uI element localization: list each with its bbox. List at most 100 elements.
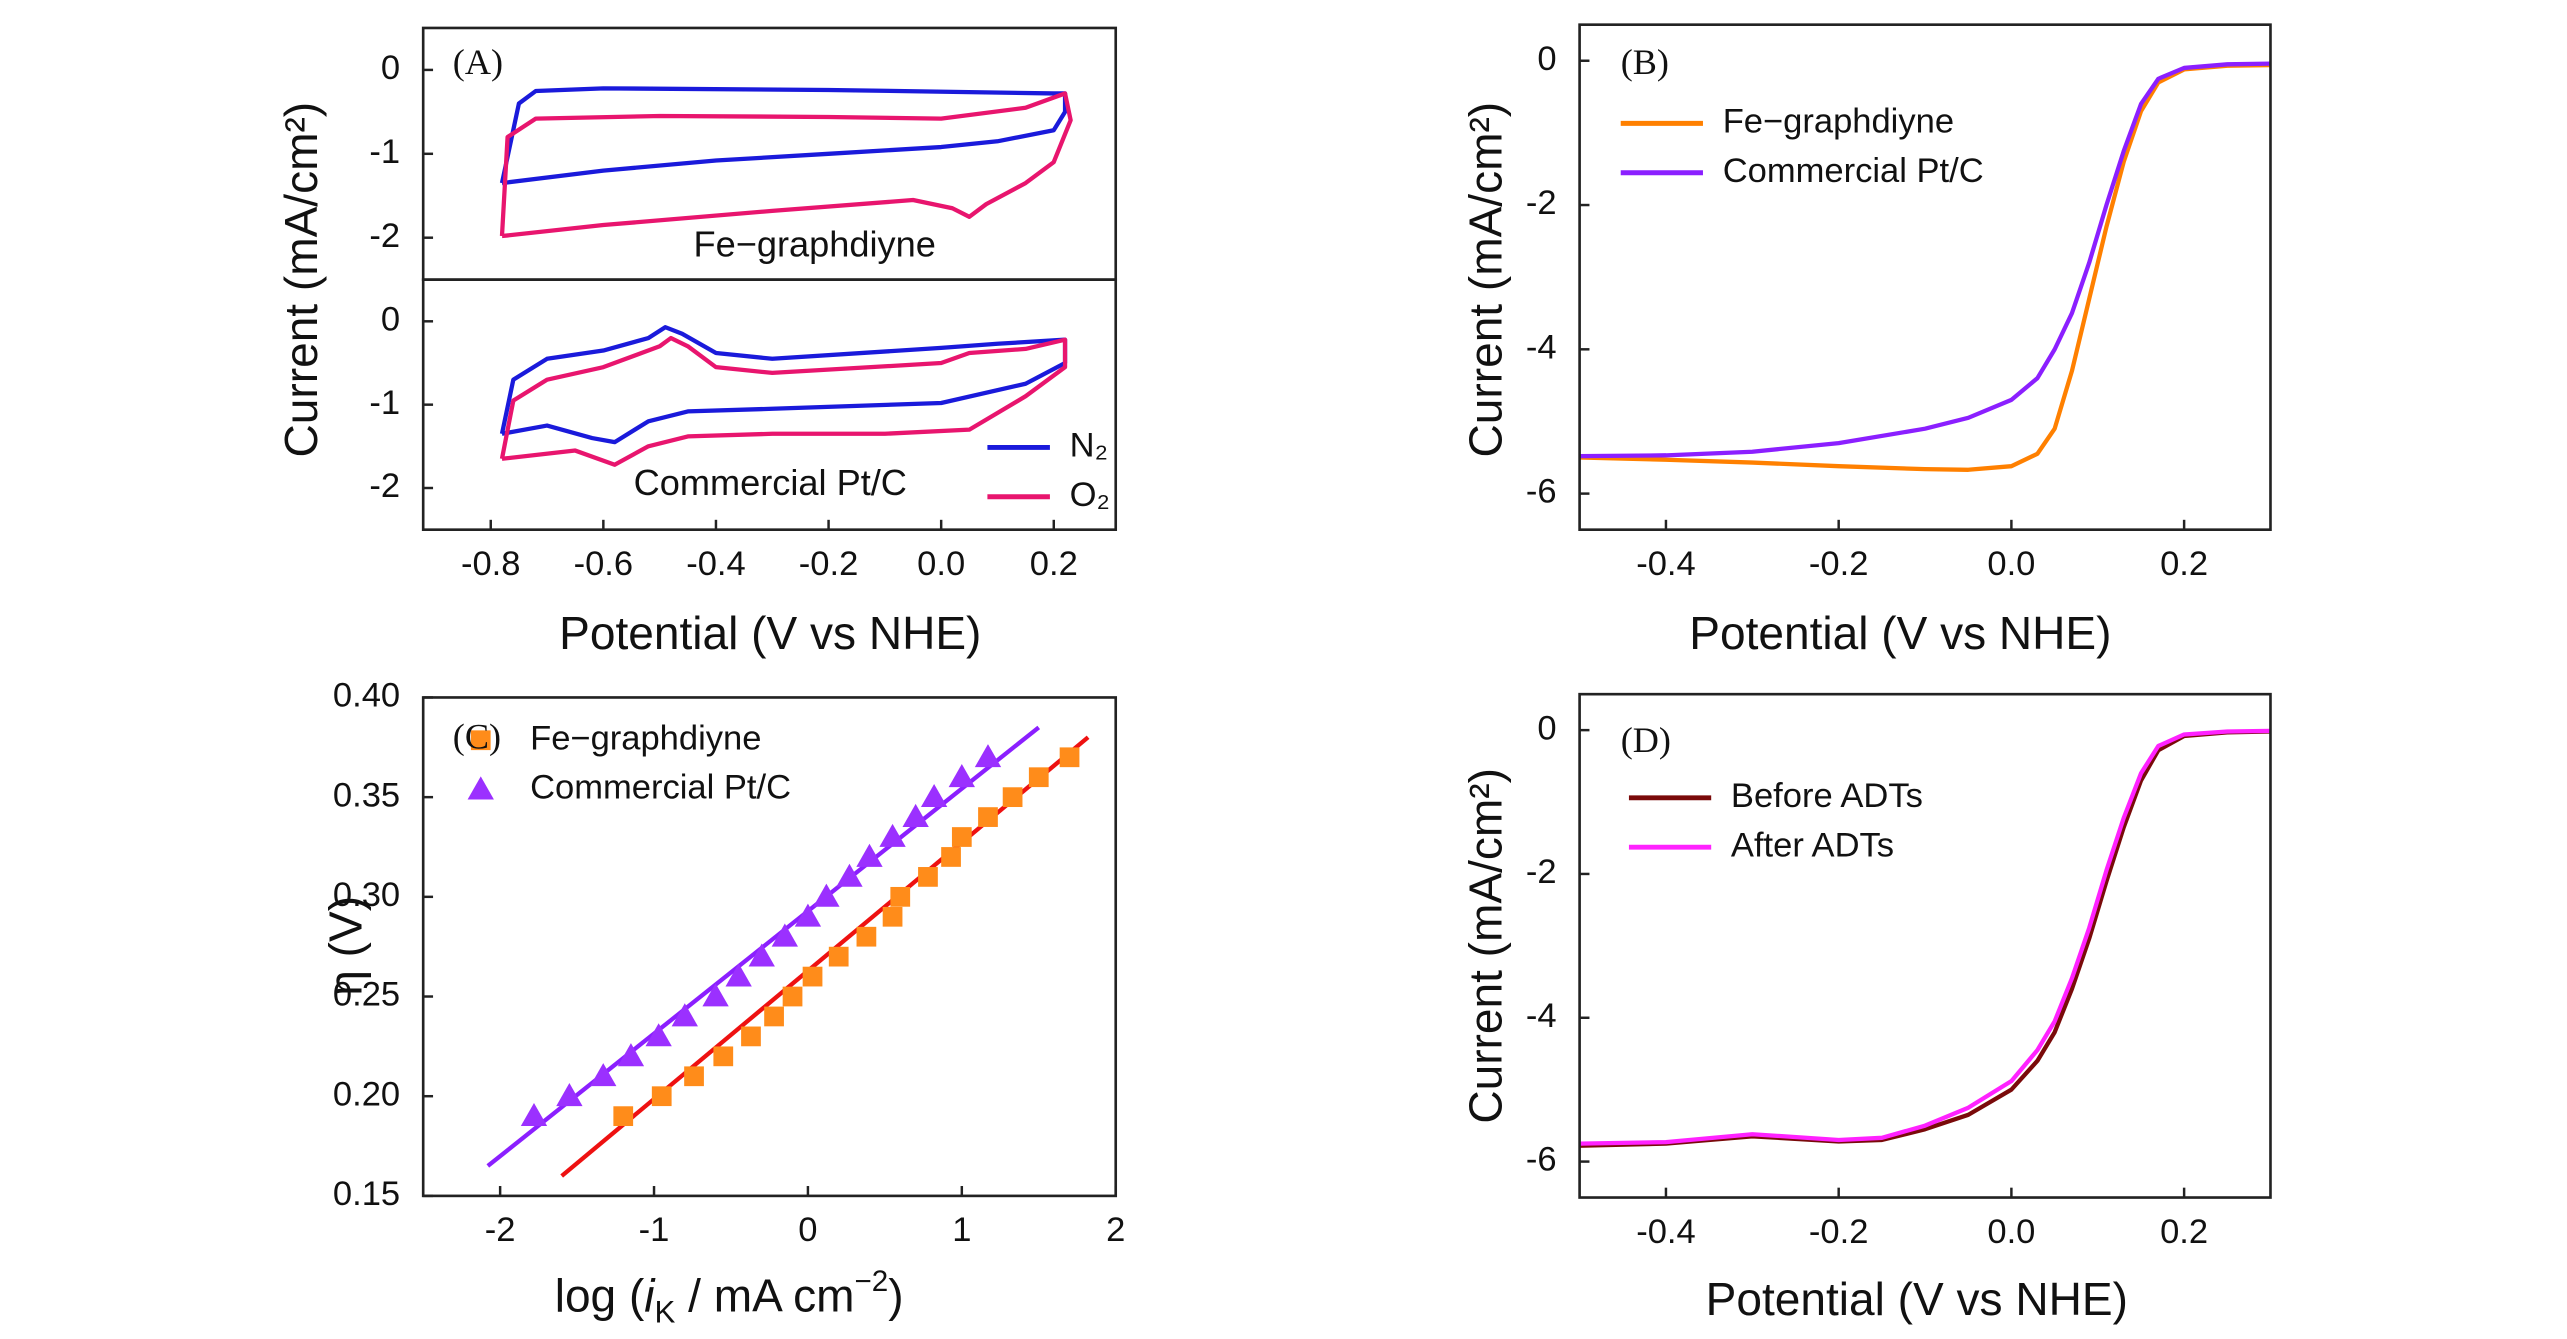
- y-tick-label: 0: [1537, 709, 1556, 747]
- y-tick-label: -6: [1526, 1141, 1557, 1179]
- square-marker: [741, 1026, 761, 1047]
- x-tick-label: 2: [1106, 1211, 1125, 1249]
- x-tick-label: -0.4: [1636, 545, 1696, 583]
- legend-label: Commercial Pt/C: [1723, 152, 1984, 190]
- y-tick-label: -2: [1526, 184, 1557, 222]
- triangle-marker: [836, 863, 863, 887]
- square-marker: [890, 886, 911, 907]
- y-tick-label: -2: [369, 217, 400, 255]
- square-marker: [1059, 747, 1080, 768]
- square-marker: [713, 1046, 734, 1067]
- y-tick-label: -4: [1526, 328, 1557, 366]
- axes-frame: [421, 696, 1118, 1198]
- y-tick-label: 0: [381, 49, 400, 87]
- x-tick-label: -0.4: [686, 545, 746, 583]
- x-tick-label: 0.2: [2160, 1213, 2208, 1251]
- triangle-marker: [702, 983, 729, 1007]
- square-marker: [684, 1066, 704, 1087]
- triangle-marker: [645, 1023, 672, 1047]
- annotation: Commercial Pt/C: [634, 462, 907, 503]
- y-axis-label: Current (mA/cm²): [275, 102, 327, 458]
- x-axis-label-part: −2: [854, 1265, 888, 1298]
- y-tick-label: -1: [369, 384, 400, 422]
- series-line: [499, 335, 1068, 467]
- square-marker: [882, 906, 903, 927]
- x-tick-label: -1: [639, 1211, 670, 1249]
- x-tick-label: 0: [798, 1211, 817, 1249]
- triangle-marker: [856, 843, 883, 867]
- y-axis-label: Current (mA/cm²): [1459, 768, 1511, 1124]
- triangle-marker: [590, 1063, 617, 1087]
- series-line: [499, 86, 1068, 186]
- x-tick-label: -0.2: [1809, 1213, 1869, 1251]
- square-marker: [802, 966, 823, 987]
- panel: 0 -1 -2 -0.8 -0.6 -0.4 -0.2 0.0 0.2 N₂ O₂ Commercia…: [369, 278, 1118, 659]
- legend-label: Fe−graphdiyne: [530, 719, 761, 757]
- triangle-marker: [725, 963, 752, 987]
- square-marker: [978, 807, 998, 827]
- y-tick-label: 0.40: [333, 677, 400, 715]
- series-line: [1579, 728, 2271, 1146]
- panel: 0 -2 -4 -6 -0.4 -0.2 0.0 0.2 Before ADTs After AD…: [1459, 692, 2272, 1325]
- y-tick-label: -2: [369, 467, 400, 505]
- triangle-marker: [467, 776, 494, 800]
- y-tick-label: 0.20: [333, 1075, 400, 1113]
- x-tick-label: -0.2: [799, 545, 859, 583]
- square-marker: [613, 1106, 634, 1127]
- x-axis-label-part: log (: [555, 1270, 645, 1322]
- series-line: [1579, 63, 2271, 472]
- square-marker: [1002, 787, 1023, 808]
- x-tick-label: 0.2: [2160, 545, 2208, 583]
- y-tick-label: 0: [381, 300, 400, 338]
- legend-label: After ADTs: [1731, 826, 1894, 864]
- x-axis-label-part: i: [644, 1270, 656, 1322]
- triangle-marker: [920, 783, 948, 808]
- triangle-marker: [879, 823, 906, 847]
- x-axis-label: log (iK / mA cm−2): [555, 1265, 904, 1330]
- y-tick-label: 0.25: [333, 976, 400, 1014]
- legend-label: N₂: [1070, 427, 1108, 465]
- square-marker: [941, 847, 961, 867]
- triangle-marker: [794, 903, 822, 927]
- triangle-marker: [748, 943, 775, 967]
- panel: 0 -2 -4 -6 -0.4 -0.2 0.0 0.2 Fe−graphdiyne Commer…: [1459, 23, 2272, 659]
- square-marker: [764, 1006, 784, 1027]
- axes-frame: [1578, 23, 2272, 531]
- x-tick-label: 0.2: [1030, 545, 1078, 583]
- legend-label: Commercial Pt/C: [530, 769, 791, 807]
- x-tick-label: -0.2: [1809, 545, 1869, 583]
- plot-area: [1579, 61, 2271, 472]
- plot-area: [486, 725, 1090, 1178]
- x-tick-label: 0.0: [1987, 1213, 2035, 1251]
- y-tick-label: 0.30: [333, 876, 400, 914]
- plot-area: [499, 325, 1068, 467]
- plot-area: [1579, 728, 2271, 1148]
- triangle-marker: [771, 923, 798, 947]
- triangle-marker: [902, 803, 929, 827]
- legend-label: Before ADTs: [1731, 777, 1923, 815]
- square-marker: [951, 827, 972, 847]
- legend-label: Fe−graphdiyne: [1723, 102, 1954, 140]
- square-marker: [918, 867, 938, 887]
- triangle-marker: [671, 1003, 698, 1027]
- y-tick-label: 0.15: [333, 1175, 400, 1213]
- y-axis-label: Current (mA/cm²): [1459, 102, 1511, 458]
- y-tick-label: -6: [1526, 473, 1557, 511]
- annotation: Fe−graphdiyne: [694, 223, 936, 264]
- axes-frame: [1578, 692, 2272, 1199]
- x-axis-label-part: / mA cm: [675, 1270, 854, 1322]
- x-axis-label: Potential (V vs NHE): [559, 607, 981, 659]
- triangle-marker: [974, 744, 1002, 768]
- plot-area: [499, 86, 1073, 239]
- series-line: [499, 91, 1073, 239]
- square-marker: [1028, 767, 1049, 788]
- x-tick-label: -2: [485, 1211, 516, 1249]
- square-marker: [651, 1086, 672, 1107]
- y-tick-label: -1: [369, 133, 400, 171]
- panel-label: (C): [453, 717, 501, 757]
- y-tick-label: 0.35: [333, 776, 400, 814]
- triangle-marker: [948, 764, 975, 788]
- triangle-marker: [813, 883, 840, 907]
